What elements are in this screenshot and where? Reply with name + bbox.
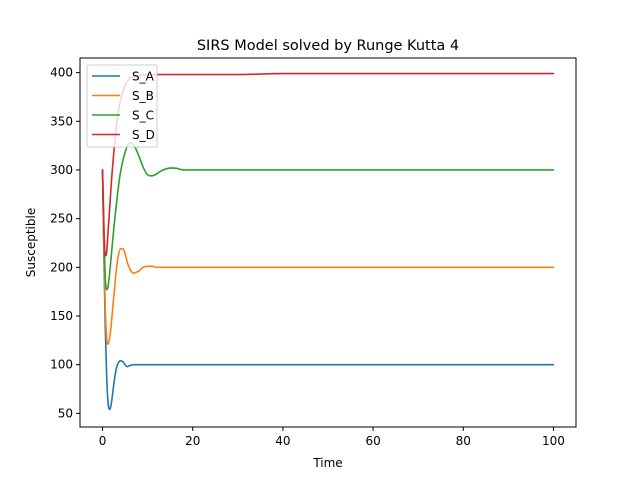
plot-frame [79,57,577,428]
y-tick-label: 200 [50,260,73,274]
x-tick-label: 100 [542,434,565,448]
series-line-s-b [101,169,555,346]
series-line-s-c [101,141,555,291]
y-tick-label: 150 [50,309,73,323]
legend-label: S_C [132,109,154,123]
legend-label: S_D [132,128,155,142]
legend: S_A S_B S_C S_D [86,64,158,148]
x-tick-label: 60 [365,434,380,448]
legend-label: S_A [132,70,155,84]
y-axis-title: Susceptible [24,208,38,277]
y-tick-label: 400 [50,66,73,80]
y-tick-label: 300 [50,163,73,177]
x-axis: 0 20 40 60 80 100 [99,427,565,448]
y-tick-label: 50 [58,406,73,420]
y-tick-label: 100 [50,358,73,372]
x-axis-title: Time [312,456,342,470]
y-tick-label: 350 [50,114,73,128]
y-axis: 50 100 150 200 250 300 350 400 [50,66,80,420]
chart-title: SIRS Model solved by Runge Kutta 4 [197,38,459,54]
y-tick-label: 250 [50,212,73,226]
x-tick-label: 80 [456,434,471,448]
x-tick-label: 0 [99,434,107,448]
x-tick-label: 20 [185,434,200,448]
legend-label: S_B [132,89,154,103]
series-line-s-a [101,169,555,411]
legend-box [86,64,158,148]
x-tick-label: 40 [275,434,290,448]
